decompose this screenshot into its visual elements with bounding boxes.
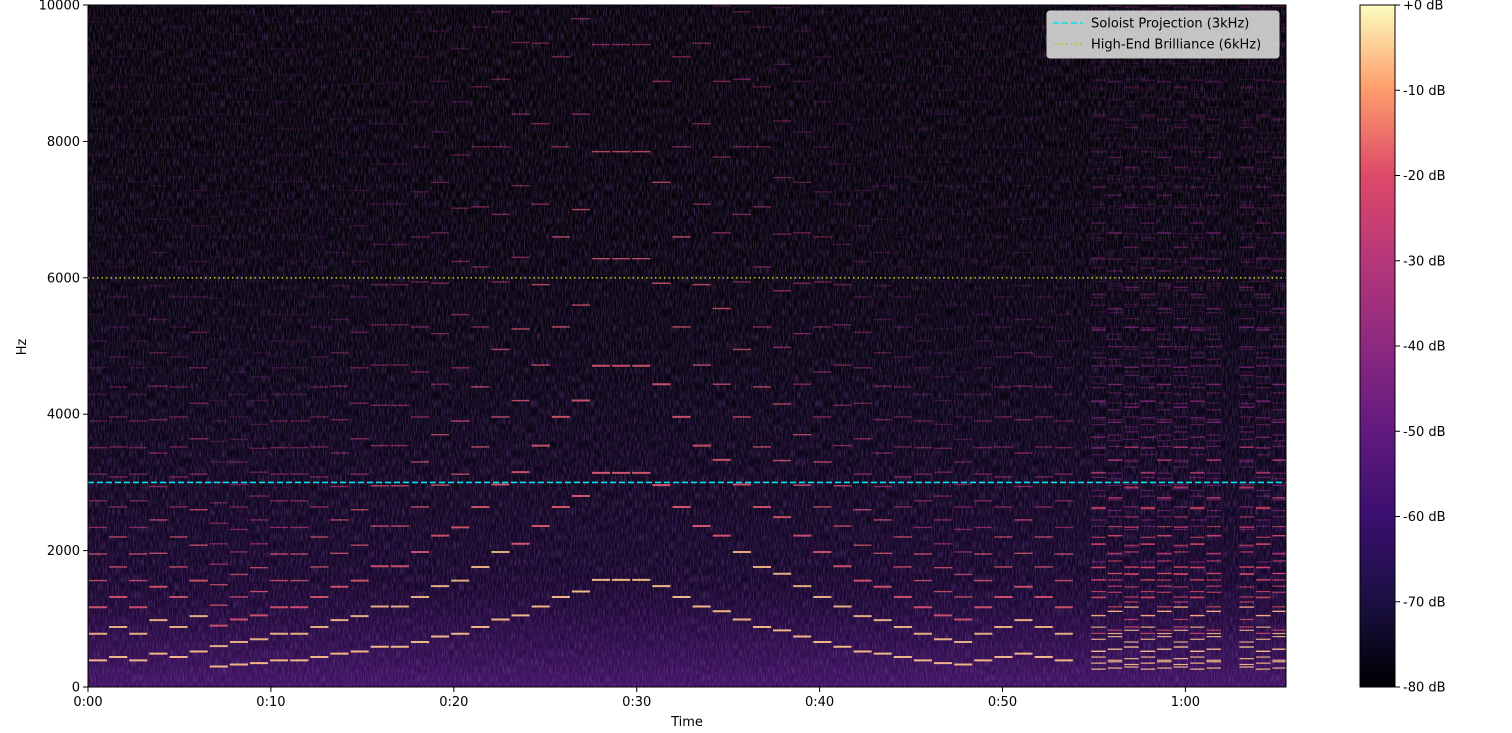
y-tick-label: 10000: [39, 0, 80, 14]
x-tick-label: 0:40: [805, 695, 834, 710]
x-tick-label: 0:10: [256, 695, 285, 710]
x-tick-label: 0:00: [73, 695, 102, 710]
colorbar-tick-label: -70 dB: [1403, 595, 1446, 610]
y-tick-label: 2000: [47, 544, 80, 559]
y-tick-label: 0: [72, 681, 80, 696]
colorbar-tick-label: -50 dB: [1403, 425, 1446, 440]
colorbar-gradient: [1359, 4, 1396, 688]
y-tick-label: 8000: [47, 135, 80, 150]
y-tick-label: 4000: [47, 408, 80, 423]
x-tick-label: 0:30: [622, 695, 651, 710]
plot-frame: [87, 4, 1287, 688]
plot-area: [87, 4, 1287, 688]
colorbar-tick-label: -40 dB: [1403, 340, 1446, 355]
spectrogram-noise: [88, 5, 1286, 687]
x-tick-label: 1:00: [1171, 695, 1200, 710]
reference-lines: [88, 276, 1286, 484]
y-axis: 0 2000 4000 6000 8000 10000: [39, 0, 88, 696]
x-tick-label: 0:50: [988, 695, 1017, 710]
legend-label: High-End Brilliance (6kHz): [1091, 38, 1261, 53]
colorbar-tick-label: -20 dB: [1403, 169, 1446, 184]
colorbar-tick-label: +0 dB: [1403, 0, 1443, 14]
y-axis-label: Hz: [15, 339, 30, 356]
colorbar-tick-label: -80 dB: [1403, 681, 1446, 696]
harmonic-traces: [89, 5, 1286, 670]
x-axis: 0:00 0:10 0:20 0:30 0:40 0:50 1:00: [73, 687, 1200, 710]
colorbar-tick-label: -30 dB: [1403, 254, 1446, 269]
x-tick-label: 0:20: [439, 695, 468, 710]
legend-label: Soloist Projection (3kHz): [1091, 17, 1249, 32]
x-axis-label: Time: [670, 715, 703, 730]
colorbar-tick-label: -10 dB: [1403, 84, 1446, 99]
y-tick-label: 6000: [47, 271, 80, 286]
legend: Soloist Projection (3kHz) High-End Brilli…: [1046, 10, 1280, 59]
legend-box: [1046, 10, 1280, 59]
colorbar-tick-label: -60 dB: [1403, 510, 1446, 525]
colorbar: +0 dB -10 dB -20 dB -30 dB -40 dB -50 dB -60 d…: [1359, 0, 1446, 696]
